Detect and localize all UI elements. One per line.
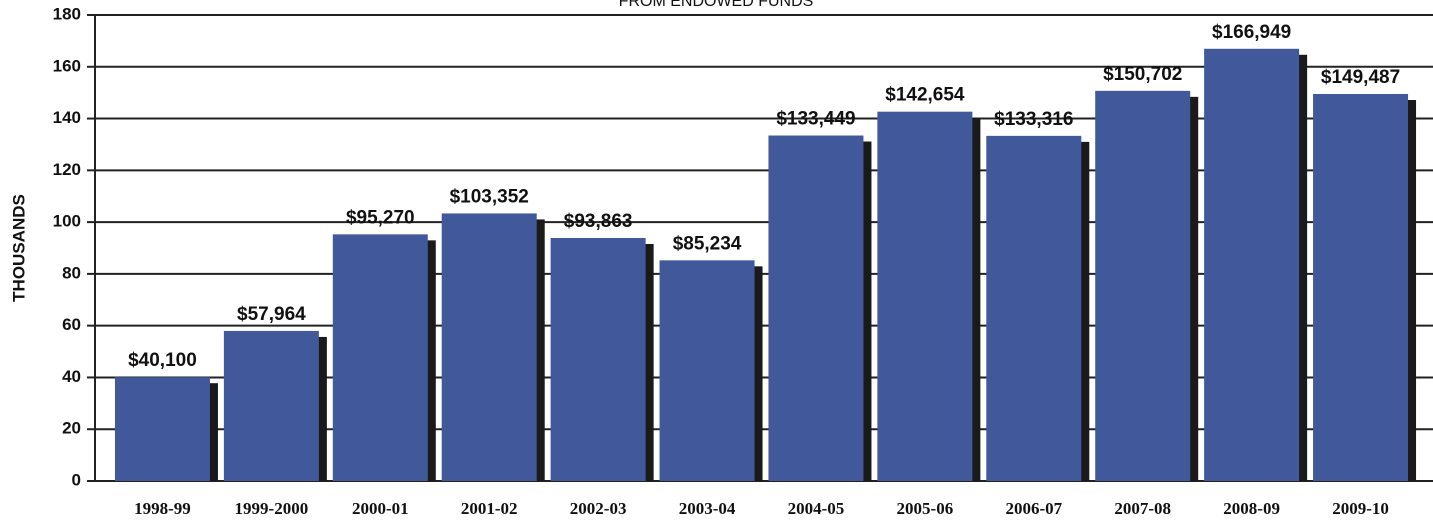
x-tick-label: 2003-04 — [679, 499, 736, 518]
value-label: $57,964 — [237, 304, 306, 325]
bar — [224, 331, 319, 481]
bar — [1204, 49, 1299, 481]
x-tick-label: 2004-05 — [788, 499, 845, 518]
chart: FROM ENDOWED FUNDS THOUSANDS 0 20 40 60 80 10… — [0, 0, 1433, 524]
x-tick-label: 2008-09 — [1223, 499, 1280, 518]
value-label: $133,316 — [994, 109, 1073, 130]
y-tick-label: 160 — [53, 56, 81, 75]
y-tick-label: 0 — [72, 470, 81, 489]
bar — [768, 136, 863, 481]
bar — [551, 238, 646, 481]
bar — [1095, 91, 1190, 481]
value-label: $149,487 — [1321, 67, 1400, 88]
y-tick-label: 40 — [62, 367, 81, 386]
x-tick-label: 2006-07 — [1005, 499, 1062, 518]
x-tick-label: 1999-2000 — [235, 499, 309, 518]
bar — [877, 112, 972, 481]
value-label: $85,234 — [673, 233, 742, 254]
x-tick-label: 2002-03 — [570, 499, 627, 518]
chart-title: FROM ENDOWED FUNDS — [619, 0, 814, 10]
y-tick-label: 20 — [62, 419, 81, 438]
bar — [333, 234, 428, 481]
x-tick-label: 2007-08 — [1114, 499, 1171, 518]
bar — [115, 377, 210, 481]
x-tick-label: 1998-99 — [134, 499, 191, 518]
x-tick-label: 2009-10 — [1332, 499, 1389, 518]
value-label: $150,702 — [1103, 64, 1182, 85]
value-label: $103,352 — [450, 186, 529, 207]
value-label: $95,270 — [346, 207, 415, 228]
y-tick-label: 120 — [53, 160, 81, 179]
bar — [442, 213, 537, 481]
y-tick-label: 180 — [53, 4, 81, 23]
bar — [986, 136, 1081, 481]
y-tick-label: 80 — [62, 263, 81, 282]
value-label: $93,863 — [564, 211, 633, 232]
value-label: $40,100 — [128, 350, 197, 371]
y-tick-label: 140 — [53, 108, 81, 127]
y-tick-label: 100 — [53, 212, 81, 231]
bar — [660, 260, 755, 481]
bar — [1313, 94, 1408, 481]
x-tick-label: 2001-02 — [461, 499, 518, 518]
y-tick-label: 60 — [62, 315, 81, 334]
value-label: $142,654 — [885, 85, 965, 106]
x-tick-label: 2005-06 — [897, 499, 954, 518]
value-label: $133,449 — [776, 109, 855, 130]
value-label: $166,949 — [1212, 22, 1291, 43]
x-tick-label: 2000-01 — [352, 499, 409, 518]
y-axis-label: THOUSANDS — [9, 194, 28, 302]
